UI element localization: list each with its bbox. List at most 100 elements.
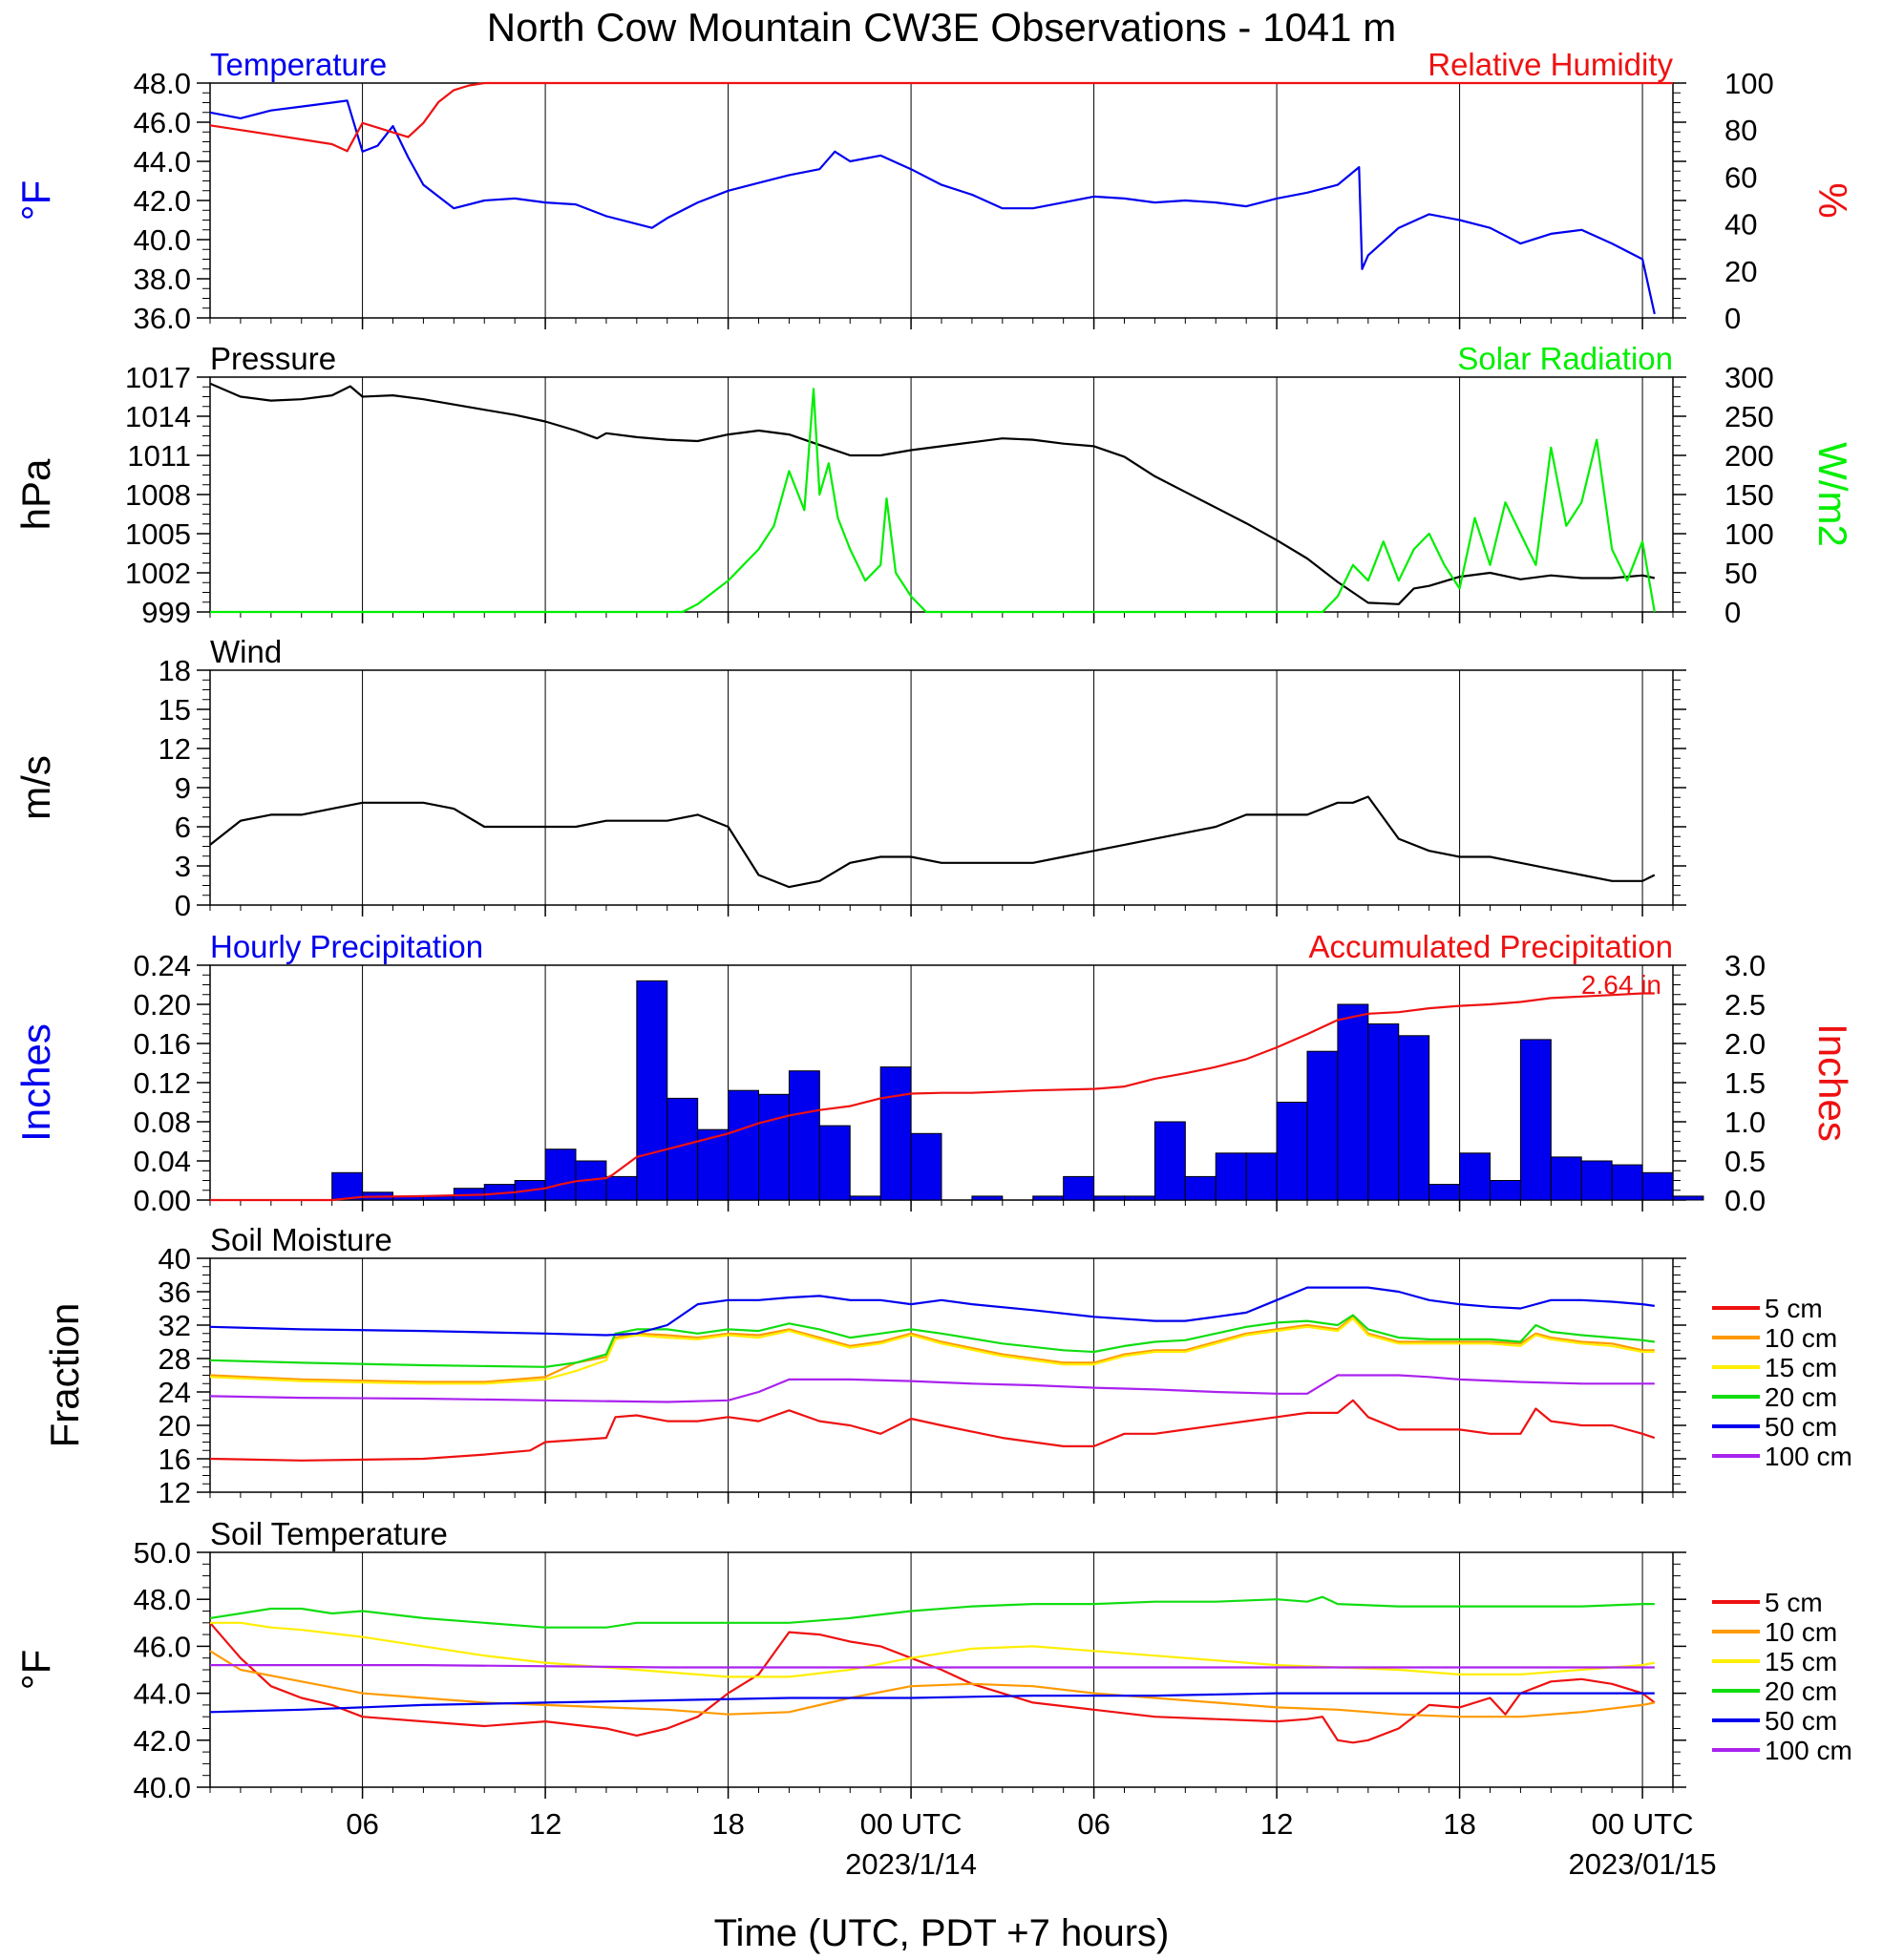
y-right-tick-label: 0.0 (1724, 1184, 1766, 1217)
series-wind-line (209, 795, 1656, 889)
y-tick-label: 44.0 (134, 1677, 191, 1711)
precip-bar (788, 1070, 820, 1201)
precip-bar (1245, 1152, 1278, 1201)
y-tick-label: 3 (175, 850, 191, 883)
legend-label: 10 cm (1765, 1617, 1837, 1647)
y-tick-label: 15 (159, 693, 191, 727)
precip-bar (1459, 1152, 1492, 1201)
precip-bar (1428, 1184, 1461, 1201)
precip-bar (1611, 1164, 1643, 1201)
precipitation-panel: 0.00 0.04 0.08 0.12 0.16 0.20 0.24 0.0 0.5 1.0 1.5… (13, 929, 1855, 1217)
plot-frame (209, 669, 1674, 906)
precip-bar (1367, 1023, 1400, 1201)
y-tick-label: 18 (159, 654, 191, 687)
y-tick-label: 0.04 (134, 1145, 191, 1178)
panel-title-left: Wind (210, 634, 282, 669)
y-right-tick-label: 250 (1724, 400, 1774, 433)
series-50-cm-line (209, 1692, 1655, 1714)
series-pressure-line (209, 382, 1656, 605)
panel-title-left: Soil Moisture (210, 1222, 392, 1257)
y-axis-label-right: Inches (1810, 1023, 1855, 1142)
y-right-tick-label: 80 (1724, 114, 1757, 147)
figure-title: North Cow Mountain CW3E Observations - 1… (487, 5, 1396, 50)
y-right-tick-label: 2.5 (1724, 988, 1766, 1022)
y-axis-label-left: Fraction (42, 1303, 87, 1448)
precip-bar (879, 1066, 912, 1201)
time-tick-label: 06 (346, 1807, 378, 1841)
precip-bar (1337, 1003, 1369, 1201)
time-tick-label: 06 (1077, 1807, 1110, 1841)
y-tick-label: 32 (159, 1309, 191, 1342)
precip-bar (818, 1125, 851, 1201)
precip-bar (1550, 1156, 1582, 1201)
legend-label: 10 cm (1765, 1323, 1837, 1353)
y-tick-label: 12 (159, 1476, 191, 1509)
series-relative-humidity-line (209, 81, 1673, 153)
time-axis-labels: 06 12 18 00 UTC 2023/1/14 06 12 18 00 UTC 2023/01… (346, 1807, 1716, 1881)
y-tick-label: 20 (159, 1409, 191, 1443)
y-right-tick-label: 2.0 (1724, 1027, 1766, 1061)
plot-frame (209, 82, 1674, 319)
panel-title-right: Solar Radiation (1457, 341, 1673, 376)
legend-label: 100 cm (1765, 1736, 1852, 1765)
legend-label: 15 cm (1765, 1353, 1837, 1382)
legend-label: 50 cm (1765, 1412, 1837, 1442)
series-15-cm-line (210, 1621, 1656, 1678)
y-tick-label: 0 (175, 889, 191, 922)
y-tick-label: 48.0 (134, 1583, 191, 1616)
precip-bar (544, 1149, 577, 1201)
y-axis-label-right: W/m2 (1810, 442, 1855, 547)
soil-temperature-panel: 40.0 42.0 44.0 46.0 48.0 50.0 Soil Temperature… (13, 1516, 1686, 1804)
time-tick-label: 18 (711, 1807, 744, 1841)
y-tick-label: 46.0 (134, 1630, 191, 1663)
panel-title-right: Accumulated Precipitation (1308, 929, 1673, 964)
series-100-cm-line (209, 1374, 1655, 1403)
plot-frame (209, 376, 1674, 613)
series-temperature-line (209, 99, 1656, 315)
panel-title-left: Temperature (210, 47, 387, 82)
y-tick-label: 1005 (125, 517, 191, 551)
time-tick-label: 18 (1443, 1807, 1475, 1841)
y-right-tick-label: 1.5 (1724, 1066, 1766, 1100)
date-label: 2023/01/15 (1569, 1847, 1717, 1881)
precip-bar (1093, 1195, 1126, 1201)
y-tick-label: 0.00 (134, 1184, 191, 1217)
y-tick-label: 0.08 (134, 1106, 191, 1139)
y-right-tick-label: 20 (1724, 255, 1757, 288)
series-accumulated-precipitation-line (210, 992, 1655, 1202)
y-right-tick-label: 150 (1724, 478, 1774, 512)
precip-bar (331, 1171, 364, 1201)
time-axis-title: Time (UTC, PDT +7 hours) (714, 1912, 1170, 1954)
panel-title-left: Hourly Precipitation (210, 929, 483, 964)
y-tick-label: 40.0 (134, 223, 191, 257)
series-10-cm-line (209, 1316, 1655, 1383)
time-tick-label: 12 (1260, 1807, 1293, 1841)
precip-bar (758, 1093, 790, 1201)
y-tick-label: 12 (159, 732, 191, 766)
y-right-tick-label: 100 (1724, 517, 1774, 551)
y-tick-label: 42.0 (134, 184, 191, 218)
y-tick-label: 42.0 (134, 1724, 191, 1758)
y-axis-label-left: °F (13, 1650, 58, 1690)
y-tick-label: 36 (159, 1275, 191, 1309)
precip-bar (910, 1132, 942, 1201)
precip-bar (605, 1175, 638, 1201)
y-tick-label: 1002 (125, 557, 191, 590)
y-right-tick-label: 200 (1724, 439, 1774, 473)
time-tick-label: 00 UTC (1592, 1807, 1694, 1841)
plot-frame (209, 1257, 1674, 1493)
precip-bar (1184, 1175, 1217, 1201)
series-20-cm-line (209, 1595, 1655, 1629)
precip-bar (1641, 1171, 1674, 1201)
y-right-tick-label: 40 (1724, 208, 1757, 242)
precip-bar (1398, 1035, 1430, 1201)
y-tick-label: 1008 (125, 478, 191, 512)
legend-label: 20 cm (1765, 1676, 1837, 1706)
y-tick-label: 50.0 (134, 1536, 191, 1570)
y-tick-label: 40.0 (134, 1771, 191, 1804)
temperature-humidity-panel: 36.0 38.0 40.0 42.0 44.0 46.0 48.0 0 20 40 60 80 100… (13, 47, 1855, 335)
precip-bar (666, 1097, 699, 1201)
y-axis-label-left: m/s (13, 755, 58, 820)
precip-bar (1580, 1160, 1613, 1201)
